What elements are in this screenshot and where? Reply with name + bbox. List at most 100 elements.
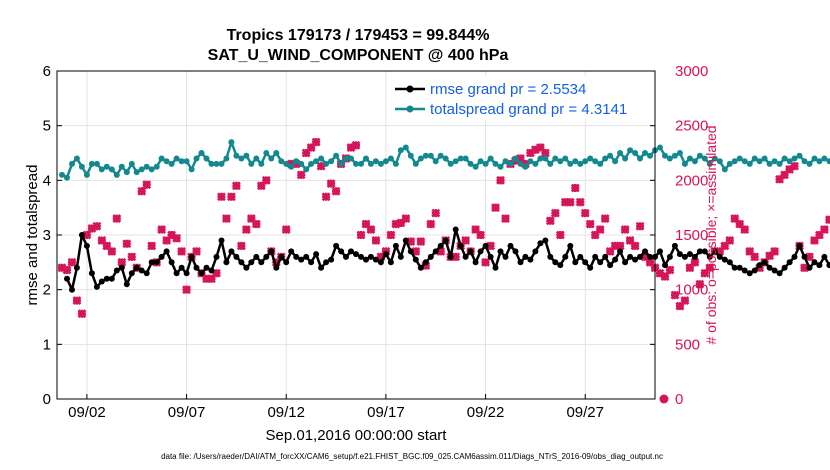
obs-assimilated-point xyxy=(575,197,585,207)
obs-assimilated-point xyxy=(815,230,824,240)
obs-assimilated-point xyxy=(326,179,336,189)
obs-assimilated-point xyxy=(645,257,655,267)
rmse-point xyxy=(273,264,280,271)
rmse-point xyxy=(612,256,619,263)
obs-assimilated-point xyxy=(231,181,241,191)
totalspread-point xyxy=(233,152,240,159)
totalspread-point xyxy=(577,160,584,167)
totalspread-point xyxy=(59,171,65,178)
legend-rmse-text: rmse grand pr = 2.5534 xyxy=(430,81,586,98)
rmse-point xyxy=(796,242,803,249)
obs-assimilated-point xyxy=(545,216,555,226)
rmse-point xyxy=(73,264,80,271)
totalspread-point xyxy=(387,155,394,162)
rmse-point xyxy=(113,267,120,274)
obs-assimilated-point xyxy=(560,197,570,207)
obs-assimilated-point xyxy=(236,241,246,251)
obs-assimilated-point xyxy=(625,236,635,245)
rmse-point xyxy=(572,259,579,266)
rmse-point xyxy=(248,259,255,266)
obs-assimilated-point xyxy=(745,246,755,256)
rmse-point xyxy=(173,270,180,277)
rmse-point xyxy=(88,270,95,277)
obs-assimilated-point xyxy=(102,241,112,251)
totalspread-point xyxy=(532,160,539,167)
totalspread-point xyxy=(771,158,778,165)
totalspread-point xyxy=(283,160,290,167)
obs-assimilated-point xyxy=(750,252,760,262)
obs-assimilated-point xyxy=(271,257,281,267)
rmse-point xyxy=(537,240,544,247)
totalspread-point xyxy=(298,160,305,167)
rmse-point xyxy=(188,253,195,260)
y-axis-label: rmse and totalspread xyxy=(24,165,41,306)
rmse-point xyxy=(731,264,738,271)
totalspread-point xyxy=(666,155,673,162)
data-file-footnote: data file: /Users/raeder/DAI/ATM_forcXX/… xyxy=(161,452,663,461)
totalspread-point xyxy=(178,158,185,165)
totalspread-point xyxy=(437,152,444,159)
rmse-point xyxy=(338,248,345,255)
totalspread-point xyxy=(372,158,379,165)
totalspread-point xyxy=(273,150,280,156)
rmse-point xyxy=(153,259,160,266)
totalspread-point xyxy=(572,158,579,165)
rmse-point xyxy=(263,253,270,260)
rmse-point xyxy=(761,259,768,266)
totalspread-point xyxy=(602,155,609,162)
y-tick-label: 4 xyxy=(43,172,51,189)
totalspread-point xyxy=(552,155,559,162)
rmse-point xyxy=(766,264,773,271)
obs-assimilated-point xyxy=(182,285,191,295)
rmse-point xyxy=(183,270,190,277)
rmse-point xyxy=(108,275,115,282)
totalspread-point xyxy=(263,150,270,156)
obs-assimilated-point xyxy=(665,265,675,275)
totalspread-point xyxy=(153,163,160,170)
rmse-point xyxy=(437,242,444,249)
rmse-point xyxy=(228,248,235,255)
totalspread-point xyxy=(78,163,85,170)
obs-assimilated-point xyxy=(491,203,500,213)
obs-assimilated-point xyxy=(356,230,366,240)
rmse-point xyxy=(303,253,310,260)
rmse-point xyxy=(323,259,330,266)
rmse-point xyxy=(318,264,325,271)
obs-assimilated-point xyxy=(790,161,799,171)
totalspread-point xyxy=(512,155,519,162)
totalspread-point xyxy=(93,160,100,167)
rmse-point xyxy=(103,275,110,282)
rmse-point xyxy=(447,253,454,260)
obs-assimilated-point xyxy=(167,230,177,240)
totalspread-point xyxy=(497,163,504,170)
rmse-point xyxy=(168,259,175,266)
rmse-point xyxy=(178,264,185,271)
totalspread-point xyxy=(706,160,713,167)
obs-assimilated-point xyxy=(476,230,486,240)
obs-final-point xyxy=(659,394,669,404)
totalspread-point xyxy=(103,163,110,170)
x-axis-ticks: 09/02 09/07 09/12 09/17 09/22 09/27 xyxy=(68,394,604,421)
rmse-point xyxy=(472,259,479,266)
rmse-point xyxy=(741,267,748,274)
rmse-point xyxy=(83,242,90,249)
totalspread-point xyxy=(582,158,589,165)
rmse-point xyxy=(363,256,369,263)
totalspread-point xyxy=(367,160,374,167)
totalspread-point xyxy=(168,160,175,167)
rmse-point xyxy=(462,253,469,260)
obs-assimilated-point xyxy=(720,241,730,251)
totalspread-point xyxy=(427,152,434,159)
totalspread-point xyxy=(716,158,723,165)
chart-subtitle: SAT_U_WIND_COMPONENT @ 400 hPa xyxy=(208,47,509,64)
obs-assimilated-point xyxy=(525,148,535,158)
rmse-point xyxy=(218,237,225,244)
totalspread-point xyxy=(681,160,688,167)
rmse-point xyxy=(786,259,793,266)
rmse-point xyxy=(816,262,823,269)
totalspread-point xyxy=(622,155,629,162)
rmse-point xyxy=(627,253,634,260)
rmse-point xyxy=(721,256,728,263)
obs-assimilated-point xyxy=(550,208,560,218)
